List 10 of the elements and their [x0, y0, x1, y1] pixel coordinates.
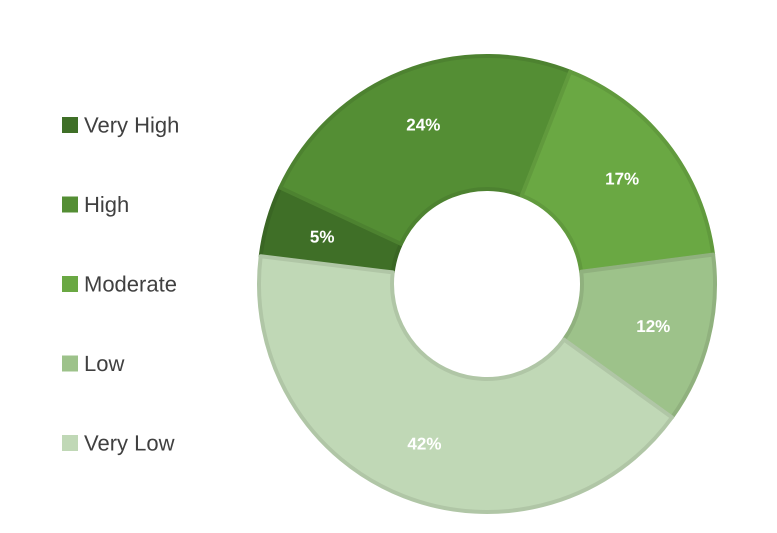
legend-label: High [84, 192, 130, 218]
data-label: 5% [310, 228, 334, 247]
data-label: 24% [406, 116, 440, 135]
legend-label: Moderate [84, 272, 177, 297]
data-label: 42% [407, 434, 442, 454]
data-label: 17% [605, 169, 640, 188]
data-label: 12% [636, 317, 670, 336]
legend-label: Very High [84, 112, 180, 138]
legend-label: Very Low [84, 430, 175, 456]
legend-label: Low [84, 351, 124, 376]
